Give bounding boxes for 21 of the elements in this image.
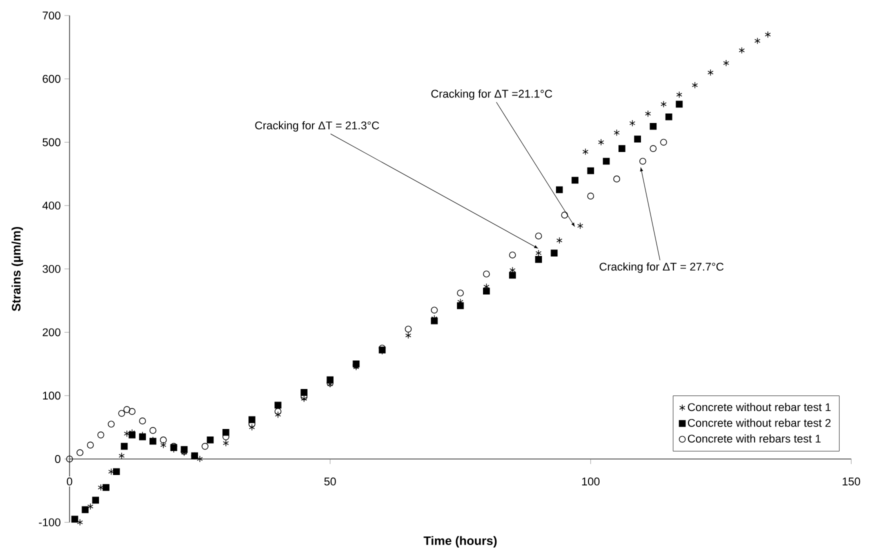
y-tick-label: 100: [43, 392, 60, 400]
x-tick-label: 100: [582, 478, 600, 486]
y-tick-label: 600: [42, 74, 60, 83]
annotation: Cracking for ΔT = 21.3°C: [255, 121, 380, 132]
y-tick-label: 300: [42, 265, 60, 273]
legend-label: Concrete without rebar test 2: [688, 418, 831, 427]
y-tick-label: 0: [55, 455, 60, 463]
y-tick-label: 200: [42, 328, 60, 336]
x-tick-label: 150: [842, 478, 860, 486]
legend-label: Concrete without rebar test 1: [688, 402, 831, 412]
x-tick-label: 50: [324, 478, 336, 486]
y-tick-label: 500: [42, 138, 60, 146]
y-tick-label: 400: [42, 202, 60, 210]
x-axis-title: Time (hours): [424, 536, 497, 548]
legend-label: Concrete with rebars test 1: [688, 434, 821, 443]
x-tick-label: 0: [66, 478, 72, 486]
y-axis-title: Strains (µm/m): [12, 227, 23, 312]
annotation: Cracking for ΔT = 27.7°C: [600, 262, 724, 273]
y-tick-label: -100: [38, 518, 60, 526]
y-tick-label: 700: [42, 12, 60, 20]
annotation: Cracking for ΔT =21.1°C: [431, 90, 552, 100]
